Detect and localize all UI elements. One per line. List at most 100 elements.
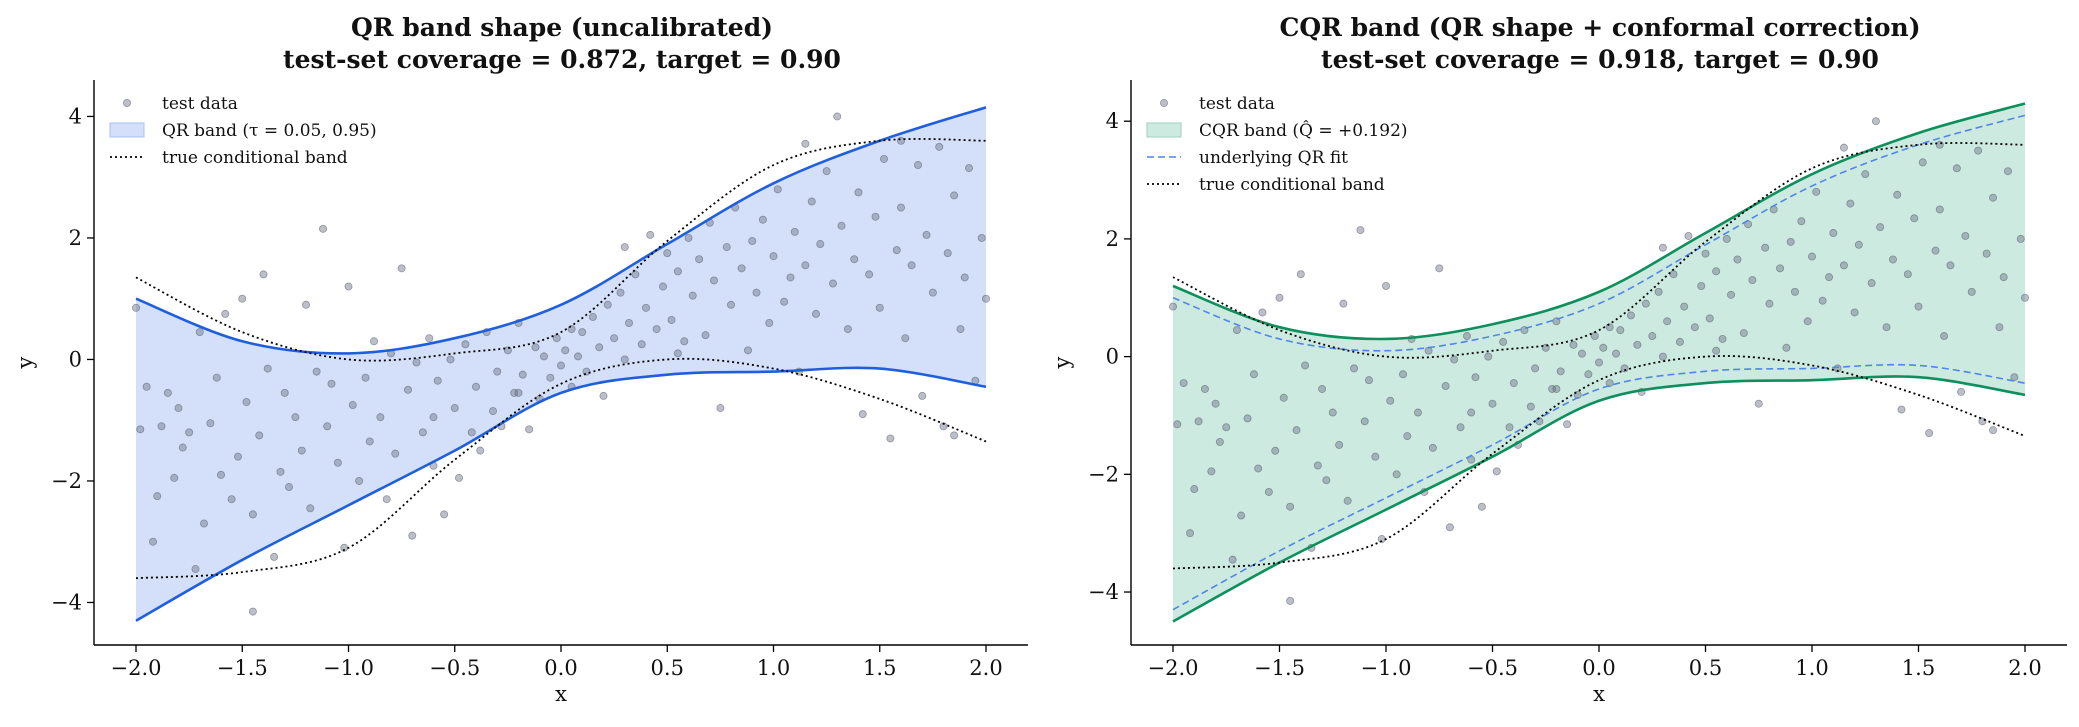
data-point	[631, 270, 640, 279]
data-point	[1825, 273, 1834, 282]
data-point	[1413, 408, 1422, 417]
data-point	[291, 413, 300, 422]
x-tick-label: 1.5	[863, 656, 896, 680]
data-point	[157, 422, 166, 431]
data-point	[199, 519, 208, 528]
data-point	[1712, 346, 1721, 355]
data-point	[461, 340, 470, 349]
band-upper-line	[1172, 102, 2026, 341]
data-point	[1552, 384, 1561, 393]
data-point	[901, 334, 910, 343]
chart-title-line-1: QR band shape (uncalibrated)	[351, 13, 773, 42]
data-point	[833, 112, 842, 121]
data-point	[1658, 243, 1667, 252]
data-point	[928, 288, 937, 297]
data-point	[433, 376, 442, 385]
band-fill	[136, 107, 986, 621]
chart-title-line-1: CQR band (QR shape + conformal correctio…	[1279, 13, 1920, 42]
y-tick-label: −2	[1088, 462, 1119, 486]
data-point	[191, 565, 200, 574]
data-point	[131, 303, 140, 312]
data-point	[680, 337, 689, 346]
data-point	[939, 422, 948, 431]
data-point	[546, 373, 555, 382]
chart-title-line-2: test-set coverage = 0.872, target = 0.90	[283, 45, 841, 74]
data-point	[1595, 358, 1604, 367]
data-point	[1328, 408, 1337, 417]
data-point	[1882, 323, 1891, 332]
data-point	[1925, 429, 1934, 438]
y-tick-label: 2	[69, 226, 82, 250]
legend-marker	[123, 99, 132, 108]
data-point	[663, 249, 672, 258]
data-point	[1467, 408, 1476, 417]
data-point	[982, 294, 991, 303]
data-point	[710, 276, 719, 285]
data-point	[280, 388, 289, 397]
data-point	[599, 391, 608, 400]
data-point	[646, 230, 655, 239]
y-tick-label: 4	[69, 104, 82, 128]
data-point	[514, 388, 523, 397]
data-point	[595, 343, 604, 352]
legend-patch	[1146, 122, 1182, 138]
data-point	[1957, 387, 1966, 396]
data-point	[1237, 511, 1246, 520]
legend-label: QR band (τ = 0.05, 0.95)	[162, 121, 377, 141]
data-point	[397, 264, 406, 273]
y-tick-label: −4	[1088, 580, 1119, 604]
data-point	[1888, 255, 1897, 264]
data-point	[1914, 302, 1923, 311]
data-point	[727, 300, 736, 309]
data-point	[344, 282, 353, 291]
data-point	[1626, 311, 1635, 320]
data-point	[248, 510, 257, 519]
x-tick-label: 0.0	[1582, 656, 1615, 680]
data-point	[886, 434, 895, 443]
data-point	[1343, 496, 1352, 505]
data-point	[557, 361, 566, 370]
data-point	[722, 243, 731, 252]
data-point	[306, 504, 315, 513]
data-point	[574, 352, 583, 361]
data-point	[1705, 314, 1714, 323]
data-point	[1382, 281, 1391, 290]
data-point	[1211, 399, 1220, 408]
data-point	[2003, 167, 2012, 176]
data-point	[1599, 343, 1608, 352]
data-point	[170, 473, 179, 482]
data-point	[816, 240, 825, 249]
true-band-upper-line	[1172, 142, 2026, 359]
data-point	[1641, 299, 1650, 308]
data-point	[752, 288, 761, 297]
data-point	[476, 446, 485, 455]
data-point	[1999, 273, 2008, 282]
x-tick-label: 1.0	[1795, 656, 1828, 680]
data-point	[1839, 261, 1848, 270]
data-point	[780, 297, 789, 306]
data-point	[1871, 117, 1880, 126]
data-point	[875, 303, 884, 312]
data-point	[450, 404, 459, 413]
data-point	[625, 319, 634, 328]
data-point	[1484, 352, 1493, 361]
data-point	[1428, 443, 1437, 452]
data-point	[801, 139, 810, 148]
data-point	[1967, 287, 1976, 296]
data-point	[1275, 293, 1284, 302]
true-band-lower-line	[135, 357, 987, 580]
data-point	[1803, 317, 1812, 326]
data-point	[1722, 234, 1731, 243]
legend-patch	[109, 122, 145, 138]
data-point	[688, 291, 697, 300]
data-point	[1386, 396, 1395, 405]
x-tick-label: 2.0	[2008, 656, 2041, 680]
data-point	[1264, 487, 1273, 496]
data-point	[212, 373, 221, 382]
x-tick-label: 0.0	[544, 656, 577, 680]
data-point	[588, 312, 597, 321]
data-point	[301, 300, 310, 309]
x-tick-label: 1.0	[757, 656, 790, 680]
data-point	[361, 373, 370, 382]
